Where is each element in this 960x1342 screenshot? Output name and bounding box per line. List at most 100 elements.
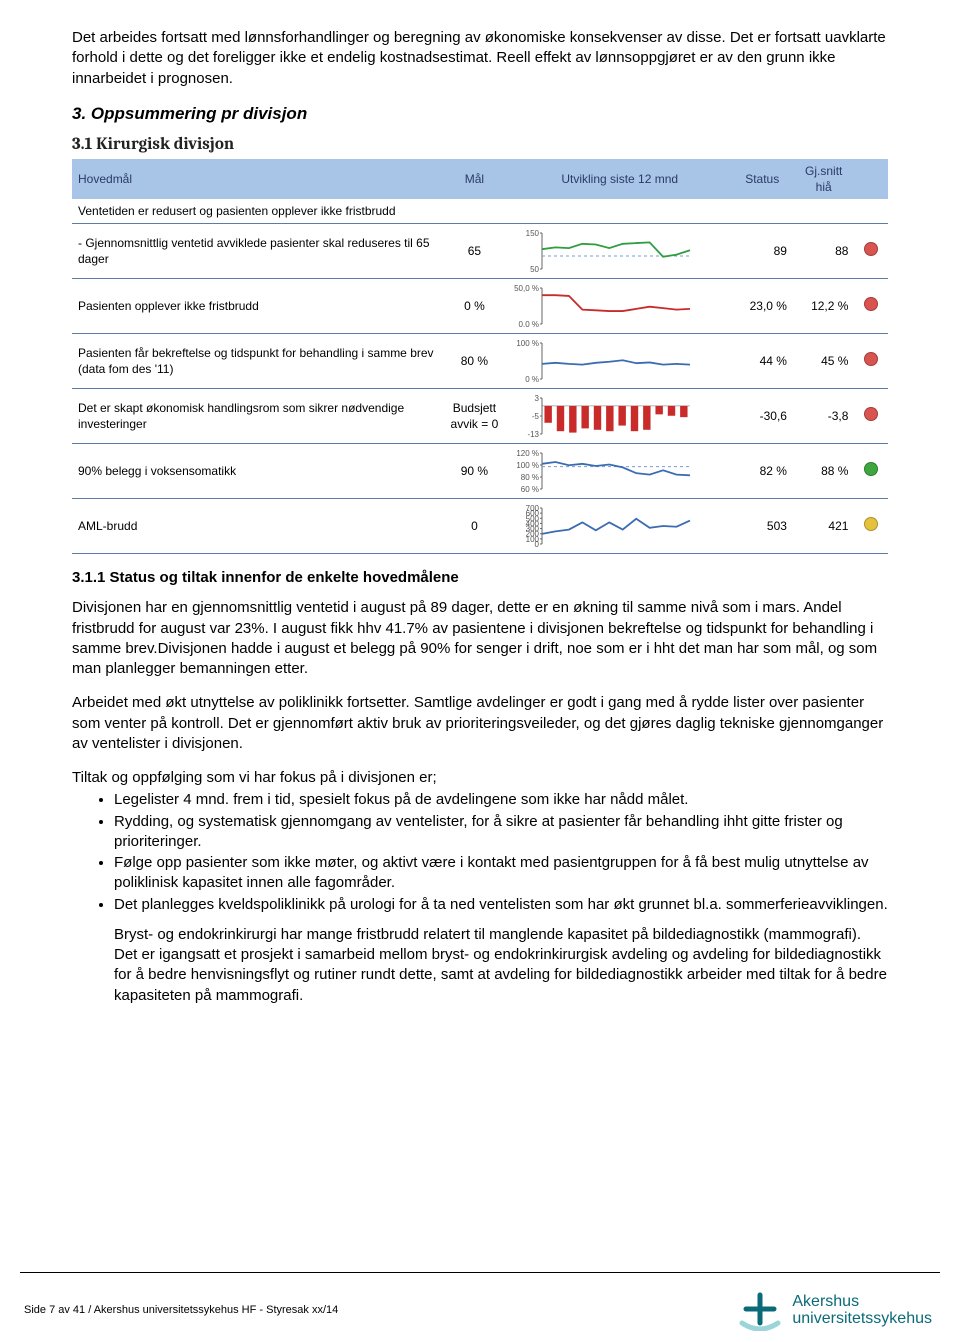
cell-indicator — [854, 199, 888, 224]
kpi-header-row: Hovedmål Mål Utvikling siste 12 mnd Stat… — [72, 159, 888, 199]
page-footer: Side 7 av 41 / Akershus universitetssyke… — [20, 1272, 940, 1342]
table-row: Ventetiden er redusert og pasienten oppl… — [72, 199, 888, 224]
cell-sparkline — [508, 199, 732, 224]
svg-text:0,0 %: 0,0 % — [518, 320, 538, 327]
cell-label: AML-brudd — [72, 499, 441, 554]
sparkline-chart: 150 50 — [514, 230, 694, 272]
cell-status: 44 % — [731, 334, 792, 389]
cell-label: Det er skapt økonomisk handlingsrom som … — [72, 389, 441, 444]
col-mal: Mål — [441, 159, 508, 199]
svg-text:50: 50 — [530, 265, 539, 272]
svg-text:120 %: 120 % — [516, 450, 539, 458]
col-status: Status — [731, 159, 792, 199]
logo-icon — [738, 1291, 782, 1331]
status-dot-icon — [864, 297, 878, 311]
sparkline-chart: 3 -5 -13 — [514, 395, 694, 437]
table-row: 90% belegg i voksensomatikk90 % 120 % 100 … — [72, 444, 888, 499]
svg-text:100 %: 100 % — [516, 340, 539, 348]
logo-line1: Akershus — [792, 1294, 932, 1311]
svg-text:-5: -5 — [532, 412, 540, 421]
cell-snitt: 12,2 % — [793, 279, 854, 334]
cell-mal: 0 — [441, 499, 508, 554]
cell-indicator — [854, 389, 888, 444]
cell-status: 23,0 % — [731, 279, 792, 334]
body-p5: Bryst- og endokrinkirurgi har mange fris… — [72, 925, 888, 1006]
list-item: Det planlegges kveldspoliklinikk på urol… — [114, 895, 888, 915]
svg-text:50,0 %: 50,0 % — [514, 285, 539, 293]
cell-mal: 65 — [441, 224, 508, 279]
body-p3: Arbeidet med økt utnyttelse av poliklini… — [72, 693, 888, 754]
cell-indicator — [854, 499, 888, 554]
cell-mal: 80 % — [441, 334, 508, 389]
cell-indicator — [854, 224, 888, 279]
section-3-1-1-heading: 3.1.1 Status og tiltak innenfor de enkel… — [72, 568, 888, 588]
col-utvikling: Utvikling siste 12 mnd — [508, 159, 732, 199]
list-item: Rydding, og systematisk gjennomgang av v… — [114, 812, 888, 853]
cell-snitt: 88 — [793, 224, 854, 279]
cell-snitt: 421 — [793, 499, 854, 554]
status-dot-icon — [864, 352, 878, 366]
cell-snitt — [793, 199, 854, 224]
cell-mal: 0 % — [441, 279, 508, 334]
cell-sparkline: 3 -5 -13 — [508, 389, 732, 444]
logo-text: Akershus universitetssykehus — [792, 1294, 932, 1328]
cell-indicator — [854, 279, 888, 334]
bullet-list: Legelister 4 mnd. frem i tid, spesielt f… — [72, 790, 888, 915]
cell-label: 90% belegg i voksensomatikk — [72, 444, 441, 499]
list-item: Følge opp pasienter som ikke møter, og a… — [114, 853, 888, 894]
cell-status — [731, 199, 792, 224]
body-p2: Divisjonen har en gjennomsnittlig ventet… — [72, 598, 888, 679]
cell-status: 89 — [731, 224, 792, 279]
svg-text:150: 150 — [526, 230, 540, 238]
kpi-table: Hovedmål Mål Utvikling siste 12 mnd Stat… — [72, 159, 888, 555]
cell-mal — [441, 199, 508, 224]
svg-text:60 %: 60 % — [521, 485, 539, 492]
sparkline-chart: 120 % 100 % 80 % 60 % — [514, 450, 694, 492]
cell-label: Pasienten får bekreftelse og tidspunkt f… — [72, 334, 441, 389]
cell-status: 82 % — [731, 444, 792, 499]
svg-text:0 %: 0 % — [525, 375, 539, 382]
cell-mal: Budsjett avvik = 0 — [441, 389, 508, 444]
cell-indicator — [854, 444, 888, 499]
svg-text:80 %: 80 % — [521, 473, 539, 482]
svg-text:0: 0 — [534, 540, 539, 547]
cell-label: Pasienten opplever ikke fristbrudd — [72, 279, 441, 334]
svg-text:100 %: 100 % — [516, 461, 539, 470]
cell-indicator — [854, 334, 888, 389]
status-dot-icon — [864, 242, 878, 256]
table-row: Pasienten får bekreftelse og tidspunkt f… — [72, 334, 888, 389]
cell-snitt: -3,8 — [793, 389, 854, 444]
sparkline-chart: 7006005004003002001000 — [514, 505, 694, 547]
intro-paragraph: Det arbeides fortsatt med lønnsforhandli… — [72, 28, 888, 89]
col-hovedmal: Hovedmål — [72, 159, 441, 199]
col-indicator — [854, 159, 888, 199]
cell-sparkline: 120 % 100 % 80 % 60 % — [508, 444, 732, 499]
cell-status: -30,6 — [731, 389, 792, 444]
svg-text:3: 3 — [534, 395, 539, 403]
footer-logo: Akershus universitetssykehus — [738, 1291, 932, 1331]
cell-sparkline: 7006005004003002001000 — [508, 499, 732, 554]
sparkline-chart: 50,0 % 0,0 % — [514, 285, 694, 327]
cell-sparkline: 50,0 % 0,0 % — [508, 279, 732, 334]
table-row: Det er skapt økonomisk handlingsrom som … — [72, 389, 888, 444]
cell-status: 503 — [731, 499, 792, 554]
table-row: - Gjennomsnittlig ventetid avviklede pas… — [72, 224, 888, 279]
status-dot-icon — [864, 462, 878, 476]
table-row: Pasienten opplever ikke fristbrudd0 %50,… — [72, 279, 888, 334]
status-dot-icon — [864, 517, 878, 531]
col-snitt: Gj.snitt hiå — [793, 159, 854, 199]
status-dot-icon — [864, 407, 878, 421]
svg-text:-13: -13 — [527, 430, 539, 437]
list-item: Legelister 4 mnd. frem i tid, spesielt f… — [114, 790, 888, 810]
cell-mal: 90 % — [441, 444, 508, 499]
sparkline-chart: 100 % 0 % — [514, 340, 694, 382]
logo-line2: universitetssykehus — [792, 1311, 932, 1328]
cell-snitt: 88 % — [793, 444, 854, 499]
cell-sparkline: 150 50 — [508, 224, 732, 279]
cell-sparkline: 100 % 0 % — [508, 334, 732, 389]
cell-snitt: 45 % — [793, 334, 854, 389]
section-3-heading: 3. Oppsummering pr divisjon — [72, 103, 888, 126]
section-3-1-heading: 3.1 Kirurgisk divisjon — [72, 134, 888, 157]
body-p4: Tiltak og oppfølging som vi har fokus på… — [72, 768, 888, 788]
footer-text: Side 7 av 41 / Akershus universitetssyke… — [24, 1303, 338, 1318]
